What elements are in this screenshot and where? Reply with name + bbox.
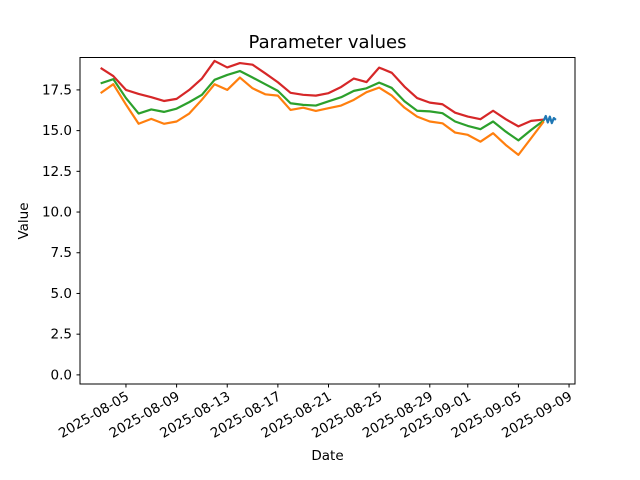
series-orange-line	[100, 76, 545, 156]
y-tick-label: 2.5	[51, 327, 72, 343]
plot-area-spines	[79, 57, 576, 385]
series-green-line	[100, 69, 545, 142]
x-axis-label: Date	[311, 448, 343, 464]
y-tick-label: 0.0	[51, 367, 72, 383]
x-axis-ticks: 2025-08-052025-08-092025-08-132025-08-17…	[56, 384, 575, 442]
y-axis-label: Value	[16, 202, 32, 239]
y-tick-label: 12.5	[42, 164, 72, 180]
series-red-line	[100, 59, 544, 128]
y-tick-label: 5.0	[51, 286, 72, 302]
series-lines	[100, 59, 557, 156]
y-tick-label: 7.5	[51, 245, 72, 261]
y-tick-label: 10.0	[42, 205, 72, 221]
y-tick-label: 15.0	[42, 123, 72, 139]
y-tick-label: 17.5	[42, 82, 72, 98]
series-blue-line	[542, 114, 557, 125]
chart-title: Parameter values	[249, 32, 407, 53]
y-axis-ticks: 0.0 2.5 5.0 7.5 10.0 12.5 15.0 17.5	[42, 82, 80, 383]
